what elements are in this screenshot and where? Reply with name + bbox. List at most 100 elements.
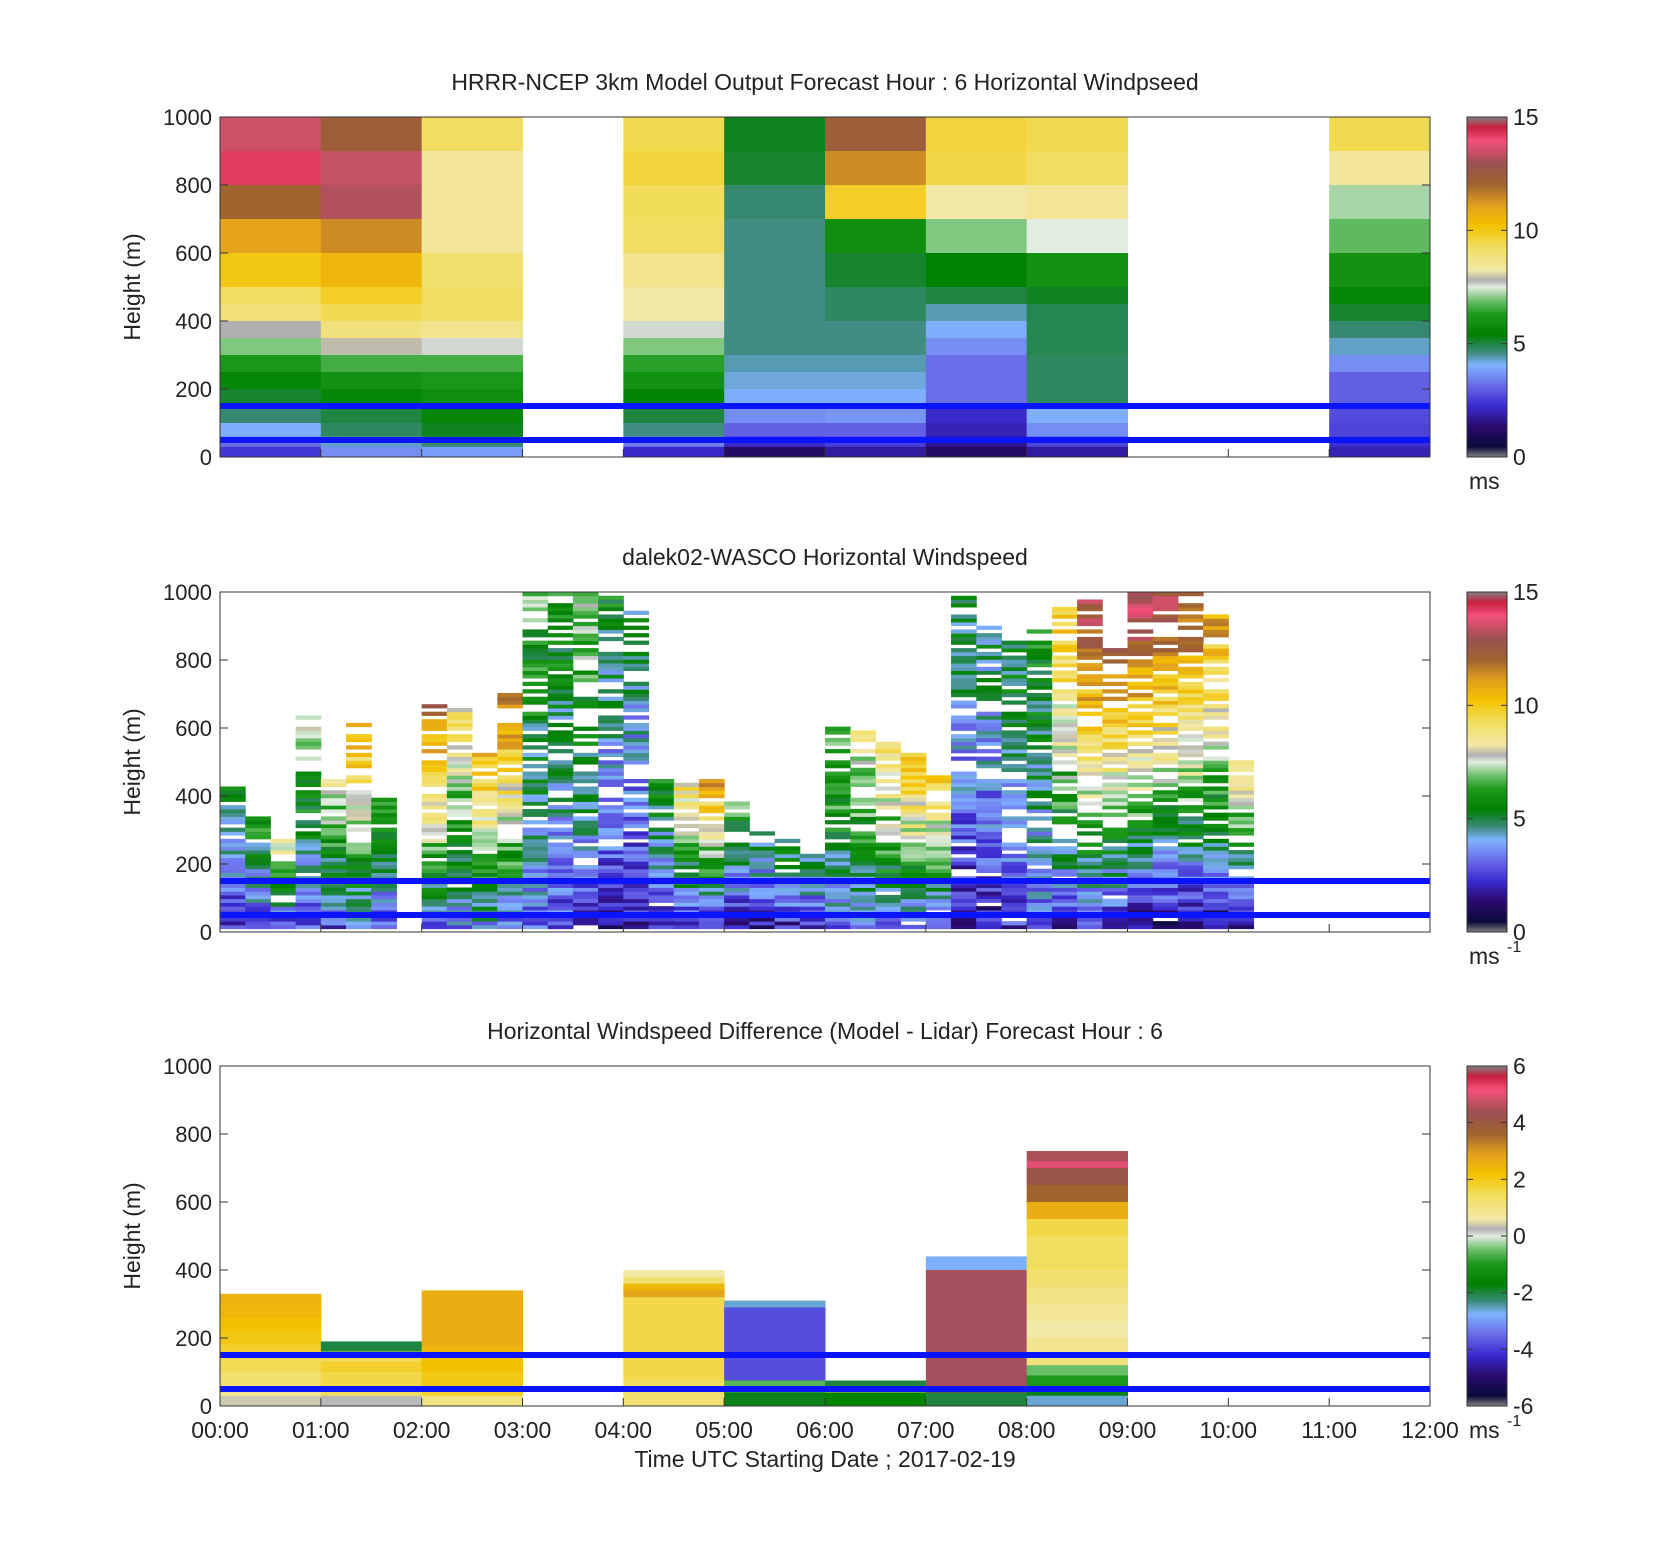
- heatmap-cell: [346, 779, 372, 784]
- heatmap-cell: [1026, 446, 1128, 458]
- heatmap-cell: [1077, 692, 1103, 698]
- heatmap-cell: [371, 801, 397, 806]
- heatmap-cell: [547, 592, 574, 597]
- heatmap-cell: [497, 730, 523, 735]
- heatmap-cell: [220, 883, 246, 888]
- heatmap-cell: [1026, 1161, 1128, 1169]
- heatmap-cell: [1026, 1365, 1128, 1376]
- heatmap-cell: [245, 835, 271, 840]
- heatmap-cell: [295, 924, 322, 930]
- heatmap-cell: [220, 1395, 322, 1407]
- heatmap-cell: [1001, 663, 1028, 668]
- heatmap-cell: [497, 696, 523, 701]
- heatmap-cell: [1152, 865, 1179, 870]
- heatmap-cell: [951, 595, 977, 600]
- heatmap-cell: [497, 898, 523, 903]
- heatmap-cell: [673, 816, 700, 821]
- heatmap-cell: [497, 917, 523, 922]
- heatmap-cell: [1026, 868, 1053, 873]
- heatmap-cell: [900, 808, 927, 814]
- heatmap-cell: [976, 793, 1002, 799]
- heatmap-cell: [623, 797, 650, 802]
- heatmap-cell: [1203, 621, 1229, 627]
- heatmap-cell: [1228, 820, 1255, 825]
- heatmap-cell: [421, 219, 523, 254]
- heatmap-cell: [1051, 820, 1078, 825]
- heatmap-cell: [799, 883, 826, 888]
- heatmap-cell: [1177, 846, 1204, 851]
- heatmap-cell: [1203, 730, 1229, 735]
- heatmap-cell: [623, 1270, 725, 1278]
- heatmap-cell: [724, 406, 826, 424]
- heatmap-cell: [547, 692, 574, 698]
- heatmap-cell: [497, 812, 523, 817]
- heatmap-cell: [220, 898, 246, 903]
- heatmap-cell: [295, 835, 322, 840]
- heatmap-cell: [1102, 767, 1128, 773]
- heatmap-cell: [522, 644, 549, 649]
- heatmap-cell: [850, 921, 876, 926]
- heatmap-cell: [925, 185, 1028, 220]
- heatmap-cell: [1051, 670, 1078, 675]
- heatmap-cell: [547, 861, 574, 866]
- heatmap-cell: [1127, 659, 1154, 664]
- heatmap-cell: [1152, 696, 1179, 701]
- heatmap-cell: [1203, 666, 1229, 672]
- heatmap-cell: [572, 592, 599, 597]
- heatmap-cell: [522, 872, 549, 877]
- heatmap-cell: [951, 655, 977, 660]
- heatmap-cell: [976, 808, 1002, 814]
- heatmap-cell: [1077, 868, 1103, 873]
- heatmap-cell: [623, 1290, 725, 1298]
- heatmap-cell: [724, 389, 826, 407]
- heatmap-cell: [724, 898, 750, 903]
- heatmap-cell: [951, 835, 977, 840]
- heatmap-cell: [1127, 599, 1154, 604]
- heatmap-cell: [598, 771, 624, 776]
- heatmap-cell: [749, 891, 776, 896]
- heatmap-cell: [522, 827, 549, 832]
- heatmap-cell: [951, 902, 977, 907]
- heatmap-cell: [1177, 917, 1204, 922]
- heatmap-cell: [1203, 793, 1229, 799]
- heatmap-cell: [472, 801, 498, 806]
- heatmap-cell: [522, 887, 549, 892]
- heatmap-cell: [220, 887, 246, 892]
- heatmap-cell: [522, 666, 549, 672]
- heatmap-cell: [572, 614, 599, 619]
- heatmap-cell: [1051, 872, 1078, 877]
- heatmap-cell: [598, 629, 624, 634]
- heatmap-cell: [1051, 924, 1078, 930]
- heatmap-cell: [1228, 812, 1255, 817]
- heatmap-cell: [295, 850, 322, 855]
- heatmap-cell: [951, 704, 977, 709]
- heatmap-cell: [976, 726, 1002, 731]
- heatmap-cell: [572, 629, 599, 634]
- heatmap-cell: [900, 775, 927, 780]
- heatmap-cell: [245, 891, 271, 896]
- heatmap-cell: [446, 835, 473, 840]
- heatmap-cell: [951, 648, 977, 653]
- heatmap-cell: [749, 861, 776, 866]
- heatmap-cell: [472, 752, 498, 758]
- heatmap-cell: [1203, 790, 1229, 795]
- colorbar-tick-label: 15: [1513, 579, 1539, 605]
- heatmap-cell: [220, 304, 322, 322]
- heatmap-cell: [1026, 857, 1053, 862]
- heatmap-cell: [925, 786, 952, 791]
- heatmap-cell: [1001, 924, 1028, 930]
- heatmap-cell: [1051, 898, 1078, 903]
- heatmap-cell: [497, 872, 523, 877]
- heatmap-cell: [951, 603, 977, 608]
- heatmap-cell: [547, 924, 574, 930]
- heatmap-cell: [1077, 681, 1103, 686]
- heatmap-cell: [220, 1293, 322, 1305]
- heatmap-cell: [1127, 846, 1154, 851]
- heatmap-cell: [346, 764, 372, 769]
- heatmap-cell: [648, 857, 675, 862]
- heatmap-cell: [698, 861, 725, 866]
- heatmap-cell: [346, 737, 372, 743]
- heatmap-cell: [648, 868, 675, 873]
- heatmap-cell: [1051, 621, 1078, 627]
